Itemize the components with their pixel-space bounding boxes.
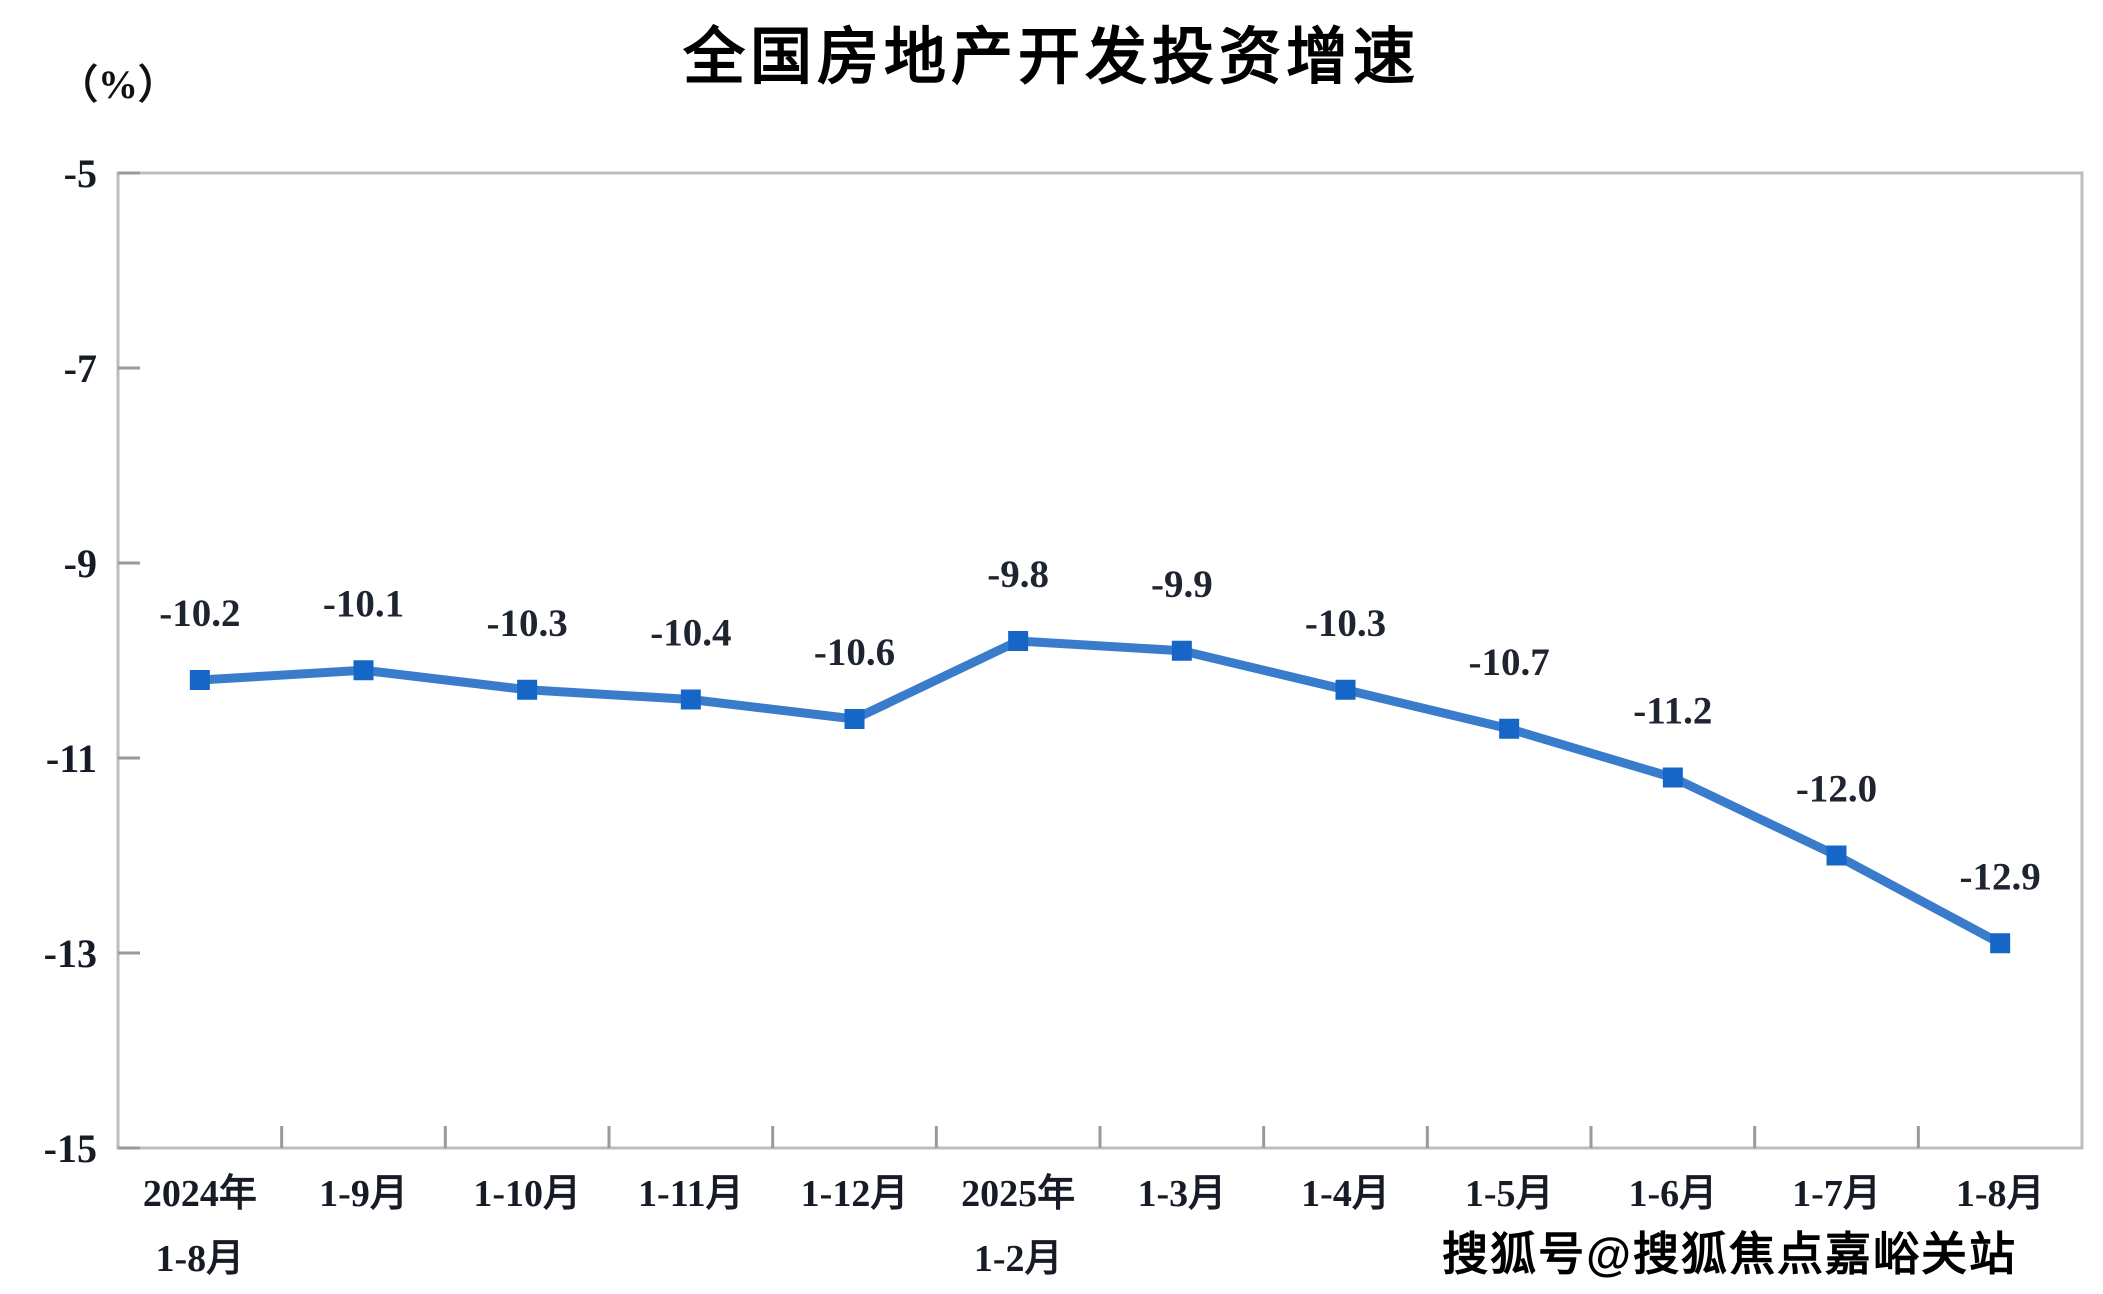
watermark: 搜狐号@搜狐焦点嘉峪关站 搜狐号@搜狐焦点嘉峪关站 <box>1438 1218 2020 1285</box>
x-axis-category-label: 1-12月 <box>801 1173 909 1215</box>
x-axis-category-label: 2025年 1-2月 <box>961 1173 1075 1280</box>
data-point-marker <box>517 679 538 700</box>
data-point-marker <box>1990 933 2011 954</box>
y-axis-tick-label: -13 <box>44 931 97 976</box>
data-point-label: -11.2 <box>1633 690 1712 733</box>
x-axis-category-label: 1-11月 <box>638 1173 744 1215</box>
data-point-label: -12.9 <box>1960 855 2041 898</box>
data-point-label: -10.1 <box>323 582 404 625</box>
watermark-text: 搜狐号@搜狐焦点嘉峪关站 <box>1442 1228 2017 1280</box>
x-axis-category-label: 1-7月 <box>1792 1173 1881 1215</box>
x-axis-category-label: 1-10月 <box>473 1173 581 1215</box>
data-point-label: -12.0 <box>1796 768 1877 811</box>
x-axis-category-label: 1-8月 <box>1956 1173 2045 1215</box>
data-point-label: -9.9 <box>1151 563 1213 606</box>
y-axis-unit-label: （%） <box>58 62 178 107</box>
data-point-marker <box>1171 640 1192 661</box>
data-point-marker <box>353 660 374 681</box>
y-axis-tick-label: -11 <box>46 736 97 781</box>
data-point-marker <box>1662 767 1683 788</box>
data-point-marker <box>1499 718 1520 739</box>
plot-border <box>116 171 2084 1150</box>
data-point-marker <box>1008 631 1029 651</box>
watermark-outline: 搜狐号@搜狐焦点嘉峪关站 <box>1438 1224 2020 1285</box>
data-point-label: -10.7 <box>1469 641 1550 684</box>
x-axis-category-label: 2024年 1-8月 <box>143 1173 257 1280</box>
data-point-marker <box>1335 679 1356 700</box>
data-point-marker <box>680 689 701 710</box>
data-point-label: -9.8 <box>987 553 1049 596</box>
data-point-label: -10.3 <box>1305 602 1386 645</box>
y-axis-tick-label: -5 <box>64 151 97 196</box>
data-point-label: -10.2 <box>159 592 240 635</box>
x-axis-category-label: 1-5月 <box>1465 1173 1554 1215</box>
data-point-marker <box>189 670 210 690</box>
data-point-label: -10.3 <box>487 602 568 645</box>
y-axis-tick-label: -9 <box>64 541 97 586</box>
y-axis-tick-label: -7 <box>64 346 97 391</box>
x-axis-category-label: 1-4月 <box>1301 1173 1390 1215</box>
y-axis-tick-label: -15 <box>44 1126 97 1171</box>
data-point-label: -10.4 <box>650 612 731 655</box>
chart-title: 全国房地产开发投资增速 <box>682 23 1420 92</box>
series-line <box>195 636 2005 948</box>
x-axis-category-label: 1-9月 <box>319 1173 408 1215</box>
x-axis-category-label: 1-6月 <box>1629 1173 1718 1215</box>
data-point-label: -10.6 <box>814 631 895 674</box>
data-point-marker <box>1826 845 1847 866</box>
data-point-marker <box>844 709 865 729</box>
x-axis-category-label: 1-3月 <box>1138 1173 1227 1215</box>
